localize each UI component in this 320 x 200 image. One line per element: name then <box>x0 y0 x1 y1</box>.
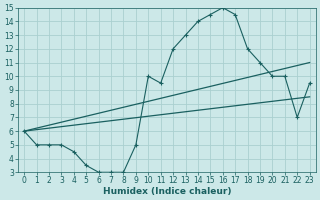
X-axis label: Humidex (Indice chaleur): Humidex (Indice chaleur) <box>103 187 231 196</box>
